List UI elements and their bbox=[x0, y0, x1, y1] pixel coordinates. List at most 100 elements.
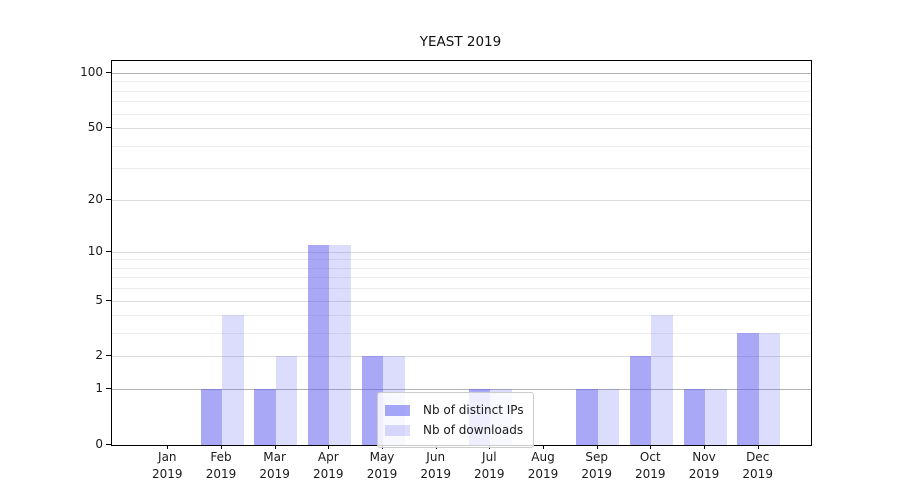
bar-distinct-ips-apr bbox=[307, 244, 330, 445]
legend-item-downloads: Nb of downloads bbox=[385, 420, 524, 440]
gridline-minor bbox=[112, 101, 811, 103]
gridline-minor bbox=[112, 267, 811, 269]
x-tick-mark bbox=[274, 445, 276, 449]
gridline-minor bbox=[112, 315, 811, 317]
y-tick-mark bbox=[106, 299, 111, 301]
x-tick-year: 2019 bbox=[688, 466, 720, 481]
x-tick-year: 2019 bbox=[474, 466, 505, 481]
y-tick-label-1: 1 bbox=[95, 381, 103, 396]
x-tick-year: 2019 bbox=[527, 466, 559, 481]
bar-downloads-feb bbox=[222, 315, 244, 445]
x-tick-year: 2019 bbox=[366, 466, 398, 481]
gridline-major bbox=[112, 128, 811, 129]
gridline-minor bbox=[112, 168, 811, 170]
x-tick-label-mar: Mar 2019 bbox=[259, 449, 290, 482]
bar-distinct-ips-nov bbox=[683, 389, 705, 445]
x-tick-month: Mar bbox=[263, 450, 286, 464]
legend-label-distinct-ips: Nb of distinct IPs bbox=[423, 403, 524, 417]
x-tick-label-apr: Apr 2019 bbox=[313, 449, 344, 482]
x-tick-month: Oct bbox=[639, 450, 661, 464]
gridline-major bbox=[112, 300, 811, 302]
legend-item-distinct-ips: Nb of distinct IPs bbox=[385, 400, 524, 420]
gridline-major bbox=[112, 72, 811, 74]
x-tick-year: 2019 bbox=[259, 466, 290, 481]
bar-distinct-ips-feb bbox=[200, 389, 222, 445]
x-tick-month: Apr bbox=[317, 450, 339, 464]
x-tick-month: Feb bbox=[210, 450, 232, 464]
gridline-minor bbox=[112, 90, 811, 92]
bar-downloads-apr bbox=[329, 244, 351, 445]
legend-swatch-downloads bbox=[385, 424, 410, 436]
x-tick-label-jun: Jun 2019 bbox=[420, 449, 451, 482]
y-tick-label-2: 2 bbox=[95, 348, 103, 363]
y-tick-mark bbox=[106, 71, 111, 73]
bar-distinct-ips-dec bbox=[737, 333, 759, 445]
bar-downloads-dec bbox=[758, 333, 781, 445]
x-tick-year: 2019 bbox=[420, 466, 451, 481]
x-tick-label-sep: Sep 2019 bbox=[581, 449, 612, 482]
x-tick-year: 2019 bbox=[152, 466, 183, 481]
x-tick-year: 2019 bbox=[742, 466, 773, 481]
gridline-minor bbox=[112, 277, 811, 279]
x-tick-label-feb: Feb 2019 bbox=[206, 449, 237, 482]
gridline-minor bbox=[112, 288, 811, 290]
bar-downloads-sep bbox=[597, 389, 620, 445]
y-tick-mark bbox=[106, 198, 111, 200]
x-tick-month: Jul bbox=[482, 450, 497, 464]
x-tick-mark bbox=[757, 445, 759, 449]
plot-area bbox=[111, 60, 812, 446]
legend: Nb of distinct IPs Nb of downloads bbox=[377, 392, 534, 448]
x-tick-label-aug: Aug 2019 bbox=[528, 449, 559, 482]
x-tick-mark bbox=[704, 445, 705, 449]
y-tick-label-0: 0 bbox=[95, 437, 103, 451]
x-tick-month: Dec bbox=[746, 450, 770, 464]
x-tick-year: 2019 bbox=[205, 466, 237, 481]
y-tick-label-50: 50 bbox=[87, 120, 103, 134]
y-tick-label-20: 20 bbox=[87, 191, 103, 206]
gridline-major bbox=[112, 199, 811, 201]
y-tick-mark bbox=[106, 250, 111, 252]
y-tick-mark bbox=[106, 388, 111, 390]
chart-title: YEAST 2019 bbox=[419, 34, 502, 50]
x-tick-mark bbox=[543, 445, 544, 449]
bar-downloads-nov bbox=[705, 389, 727, 445]
x-tick-mark bbox=[328, 445, 330, 449]
bar-downloads-oct bbox=[651, 315, 673, 445]
y-tick-mark bbox=[106, 444, 111, 445]
x-tick-month: Jun bbox=[426, 450, 446, 464]
bar-downloads-mar bbox=[275, 356, 298, 445]
x-tick-label-jul: Jul 2019 bbox=[474, 449, 505, 482]
y-tick-label-5: 5 bbox=[95, 292, 103, 307]
x-tick-mark bbox=[596, 445, 598, 449]
x-tick-month: Sep bbox=[585, 450, 608, 464]
x-tick-month: Nov bbox=[692, 450, 716, 464]
bar-distinct-ips-oct bbox=[629, 356, 652, 445]
y-tick-mark bbox=[106, 127, 111, 128]
x-tick-month: Aug bbox=[531, 450, 555, 464]
gridline-minor bbox=[112, 333, 811, 335]
x-tick-year: 2019 bbox=[635, 466, 666, 481]
gridline-major bbox=[112, 389, 811, 391]
x-tick-year: 2019 bbox=[581, 466, 612, 481]
gridline-minor bbox=[112, 145, 811, 147]
x-tick-mark bbox=[650, 445, 652, 449]
gridline-minor bbox=[112, 81, 811, 83]
gridline-minor bbox=[112, 113, 811, 115]
bar-distinct-ips-mar bbox=[254, 389, 276, 445]
x-tick-label-nov: Nov 2019 bbox=[689, 449, 720, 482]
legend-swatch-distinct-ips bbox=[385, 404, 410, 416]
x-tick-month: May bbox=[369, 450, 395, 464]
x-tick-label-dec: Dec 2019 bbox=[742, 449, 773, 482]
x-tick-mark bbox=[167, 445, 169, 449]
x-tick-label-may: May 2019 bbox=[367, 449, 398, 482]
gridline-minor bbox=[112, 259, 811, 261]
bar-distinct-ips-sep bbox=[576, 389, 598, 445]
x-tick-mark bbox=[221, 445, 222, 449]
x-tick-label-oct: Oct 2019 bbox=[635, 449, 666, 482]
x-tick-label-jan: Jan 2019 bbox=[152, 449, 183, 482]
gridline-major bbox=[112, 251, 811, 253]
y-tick-label-100: 100 bbox=[80, 64, 103, 79]
legend-label-downloads: Nb of downloads bbox=[423, 423, 524, 437]
x-tick-year: 2019 bbox=[313, 466, 344, 481]
